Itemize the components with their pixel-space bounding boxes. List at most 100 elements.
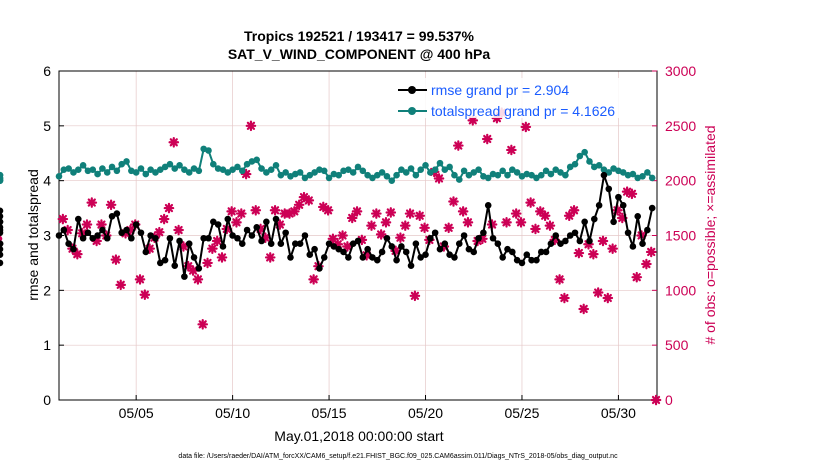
series-point-rmse — [581, 218, 588, 226]
series-point-rmse — [210, 218, 217, 226]
series-point-totalspread — [89, 166, 97, 173]
obs-count-marker — [216, 252, 228, 263]
series-point-totalspread — [422, 162, 429, 169]
series-point-rmse — [161, 256, 169, 264]
series-point-totalspread — [576, 152, 584, 160]
chart-title: Tropics 192521 / 193417 = 99.537% — [244, 28, 475, 44]
x-axis-label: May.01,2018 00:00:00 start — [274, 428, 444, 444]
x-tick-label: 05/05 — [119, 405, 154, 421]
obs-count-marker — [506, 144, 517, 156]
series-point-totalspread — [306, 171, 314, 179]
series-point-rmse — [354, 237, 362, 245]
obs-count-core — [84, 222, 90, 227]
series-point-totalspread — [219, 166, 227, 173]
series-point-rmse — [171, 262, 179, 269]
series-point-totalspread — [325, 174, 333, 182]
series-point-totalspread — [629, 170, 637, 178]
series-point-totalspread — [557, 169, 564, 176]
obs-count-core — [234, 220, 239, 225]
obs-count-marker — [467, 115, 479, 126]
obs-count-marker — [250, 204, 262, 216]
obs-count-core — [470, 118, 476, 123]
obs-count-marker — [154, 226, 165, 238]
series-point-rmse — [499, 254, 506, 261]
y-tick-label-right: 1000 — [665, 282, 696, 298]
series-point-totalspread — [460, 167, 468, 175]
series-point-rmse — [142, 248, 150, 256]
obs-count-marker — [645, 246, 657, 258]
series-point-rmse — [200, 234, 207, 242]
series-point-rmse — [388, 243, 396, 250]
series-point-rmse — [349, 240, 357, 248]
series-point-totalspread — [311, 169, 318, 176]
obs-count-core — [610, 246, 615, 251]
obs-count-marker — [443, 222, 454, 234]
series-point-rmse — [190, 254, 198, 261]
series-point-totalspread — [552, 166, 560, 173]
obs-count-marker — [245, 120, 257, 132]
obs-count-marker — [433, 173, 445, 184]
series-point-rmse — [547, 240, 555, 248]
obs-count-marker — [481, 133, 493, 145]
series-point-rmse — [296, 240, 304, 248]
series-point-rmse — [542, 248, 550, 256]
obs-count-marker — [264, 252, 276, 263]
series-point-rmse — [600, 171, 608, 179]
obs-count-marker — [409, 290, 421, 302]
series-point-rmse — [378, 248, 386, 256]
y-tick-label-left: 6 — [43, 63, 51, 79]
obs-count-marker — [371, 208, 382, 219]
series-point-totalspread — [277, 171, 285, 179]
series-point-rmse — [634, 213, 642, 220]
obs-count-core — [369, 223, 374, 228]
obs-count-marker — [303, 195, 315, 206]
series-point-rmse — [644, 226, 651, 234]
series-point-totalspread — [320, 167, 328, 175]
series-point-totalspread — [605, 169, 613, 176]
series-point-rmse — [70, 245, 77, 253]
series-point-totalspread — [455, 176, 463, 183]
obs-count-core — [214, 238, 220, 244]
series-point-rmse — [629, 243, 637, 250]
series-point-totalspread — [296, 169, 304, 176]
series-point-totalspread — [359, 167, 367, 175]
series-point-rmse — [0, 245, 4, 253]
series-point-rmse — [504, 245, 511, 253]
series-point-totalspread — [267, 166, 275, 173]
obs-count-core — [181, 244, 186, 249]
series-point-totalspread — [345, 166, 352, 173]
series-point-rmse — [610, 218, 617, 226]
obs-count-marker — [231, 217, 242, 228]
series-point-rmse — [55, 232, 63, 239]
obs-count-core — [600, 238, 606, 244]
series-point-rmse — [509, 248, 516, 256]
y-axis-label-right: # of obs: o=possible; ×=assimilated — [702, 125, 718, 344]
obs-count-core — [267, 255, 273, 260]
series-point-rmse — [287, 254, 294, 261]
obs-count-core — [296, 202, 302, 208]
obs-count-core — [195, 277, 201, 282]
obs-count-marker — [96, 219, 107, 230]
obs-count-marker — [110, 254, 122, 265]
series-point-rmse — [480, 229, 487, 237]
series-point-rmse — [89, 234, 97, 242]
series-point-rmse — [373, 256, 381, 264]
obs-count-core — [451, 199, 456, 204]
obs-count-core — [205, 260, 210, 266]
obs-count-core — [398, 235, 403, 240]
obs-count-core — [272, 207, 278, 213]
obs-count-marker — [525, 197, 536, 208]
series-point-rmse — [0, 229, 4, 237]
axis-ticks: 0 1 2 3 4 5 6 0 500 1000 1500 2000 2500 3000 05/05 05/1… — [43, 63, 696, 421]
obs-count-core — [557, 277, 562, 282]
obs-count-marker — [207, 243, 218, 254]
legend-background — [395, 78, 653, 118]
obs-count-core — [566, 213, 572, 219]
obs-count-marker — [544, 220, 556, 231]
obs-count-core — [108, 202, 114, 208]
series-point-rmse — [441, 240, 449, 248]
series-point-totalspread — [74, 166, 82, 173]
series-point-totalspread — [648, 174, 656, 182]
obs-count-marker — [419, 222, 430, 234]
series-point-totalspread — [494, 171, 502, 179]
